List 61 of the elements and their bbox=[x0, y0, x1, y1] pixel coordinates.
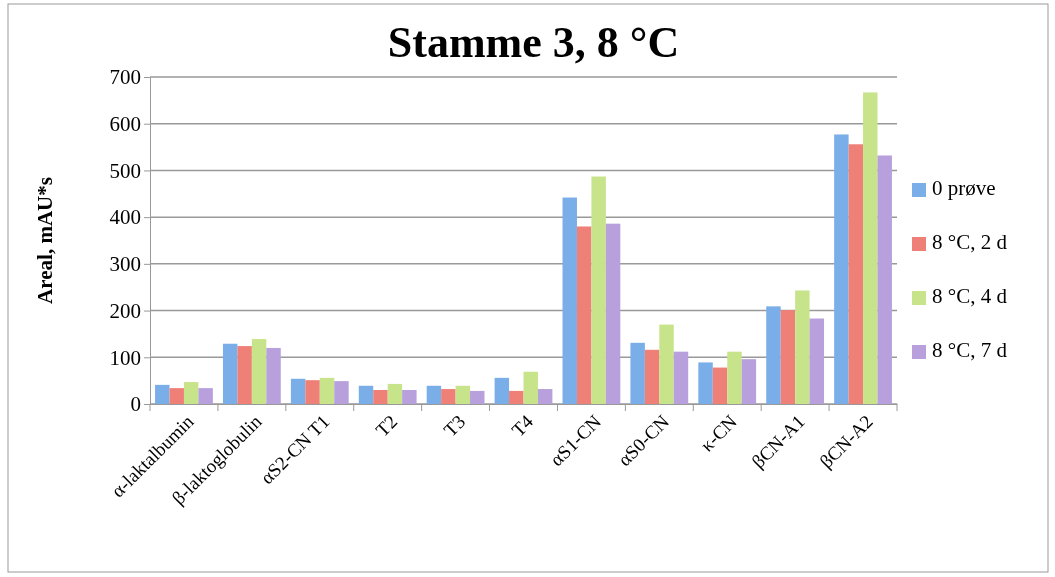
bar bbox=[576, 226, 592, 404]
bar bbox=[644, 349, 660, 404]
y-tick-label: 0 bbox=[130, 392, 141, 417]
bar bbox=[698, 362, 713, 404]
y-tick-label: 100 bbox=[109, 345, 141, 370]
bar bbox=[494, 377, 510, 404]
bar bbox=[780, 310, 796, 404]
bar bbox=[266, 347, 281, 404]
bar bbox=[470, 390, 485, 404]
bar bbox=[183, 382, 199, 404]
bar bbox=[455, 385, 471, 404]
bar bbox=[402, 389, 417, 404]
bar bbox=[426, 385, 442, 404]
bar bbox=[727, 351, 742, 404]
bar bbox=[741, 359, 757, 404]
bar bbox=[441, 389, 456, 404]
bar bbox=[659, 324, 674, 404]
bar bbox=[848, 144, 864, 404]
bar bbox=[251, 339, 267, 404]
bar bbox=[809, 318, 825, 404]
bar bbox=[509, 390, 524, 404]
y-tick-label: 500 bbox=[109, 158, 141, 183]
bar bbox=[334, 381, 349, 404]
y-tick-label: 400 bbox=[109, 205, 141, 230]
bar bbox=[387, 383, 403, 404]
bar bbox=[877, 155, 892, 404]
bar bbox=[673, 351, 689, 404]
x-tick-label: T4 bbox=[507, 410, 538, 441]
bar bbox=[766, 306, 781, 404]
bar bbox=[222, 343, 238, 404]
bar bbox=[630, 342, 645, 404]
y-tick-label: 700 bbox=[109, 65, 141, 90]
x-tick-label: T2 bbox=[371, 410, 402, 441]
legend-label: 8 °C, 4 d bbox=[932, 284, 1008, 308]
bar bbox=[198, 388, 213, 404]
bar bbox=[863, 92, 878, 404]
bar bbox=[591, 176, 606, 404]
bar bbox=[562, 197, 577, 404]
bar bbox=[305, 380, 320, 404]
bar bbox=[834, 134, 849, 404]
chart-title: Stamme 3, 8 °C bbox=[387, 18, 680, 67]
legend-label: 0 prøve bbox=[932, 176, 996, 200]
bar bbox=[155, 384, 170, 404]
y-axis-title: Areal, mAU*s bbox=[33, 177, 57, 304]
legend-label: 8 °C, 7 d bbox=[932, 338, 1008, 362]
bar bbox=[373, 389, 388, 404]
bar bbox=[237, 346, 252, 404]
bar bbox=[537, 389, 553, 404]
x-tick-label: T3 bbox=[439, 410, 470, 441]
bar bbox=[290, 378, 306, 404]
bar bbox=[605, 223, 621, 404]
legend-label: 8 °C, 2 d bbox=[932, 230, 1008, 254]
bar bbox=[358, 385, 374, 404]
bar bbox=[712, 367, 728, 404]
y-tick-label: 200 bbox=[109, 298, 141, 323]
bar bbox=[523, 371, 538, 404]
bar bbox=[319, 377, 335, 404]
y-tick-label: 300 bbox=[109, 252, 141, 277]
y-tick-label: 600 bbox=[109, 111, 141, 136]
bar bbox=[169, 388, 184, 404]
bar bbox=[795, 290, 810, 404]
